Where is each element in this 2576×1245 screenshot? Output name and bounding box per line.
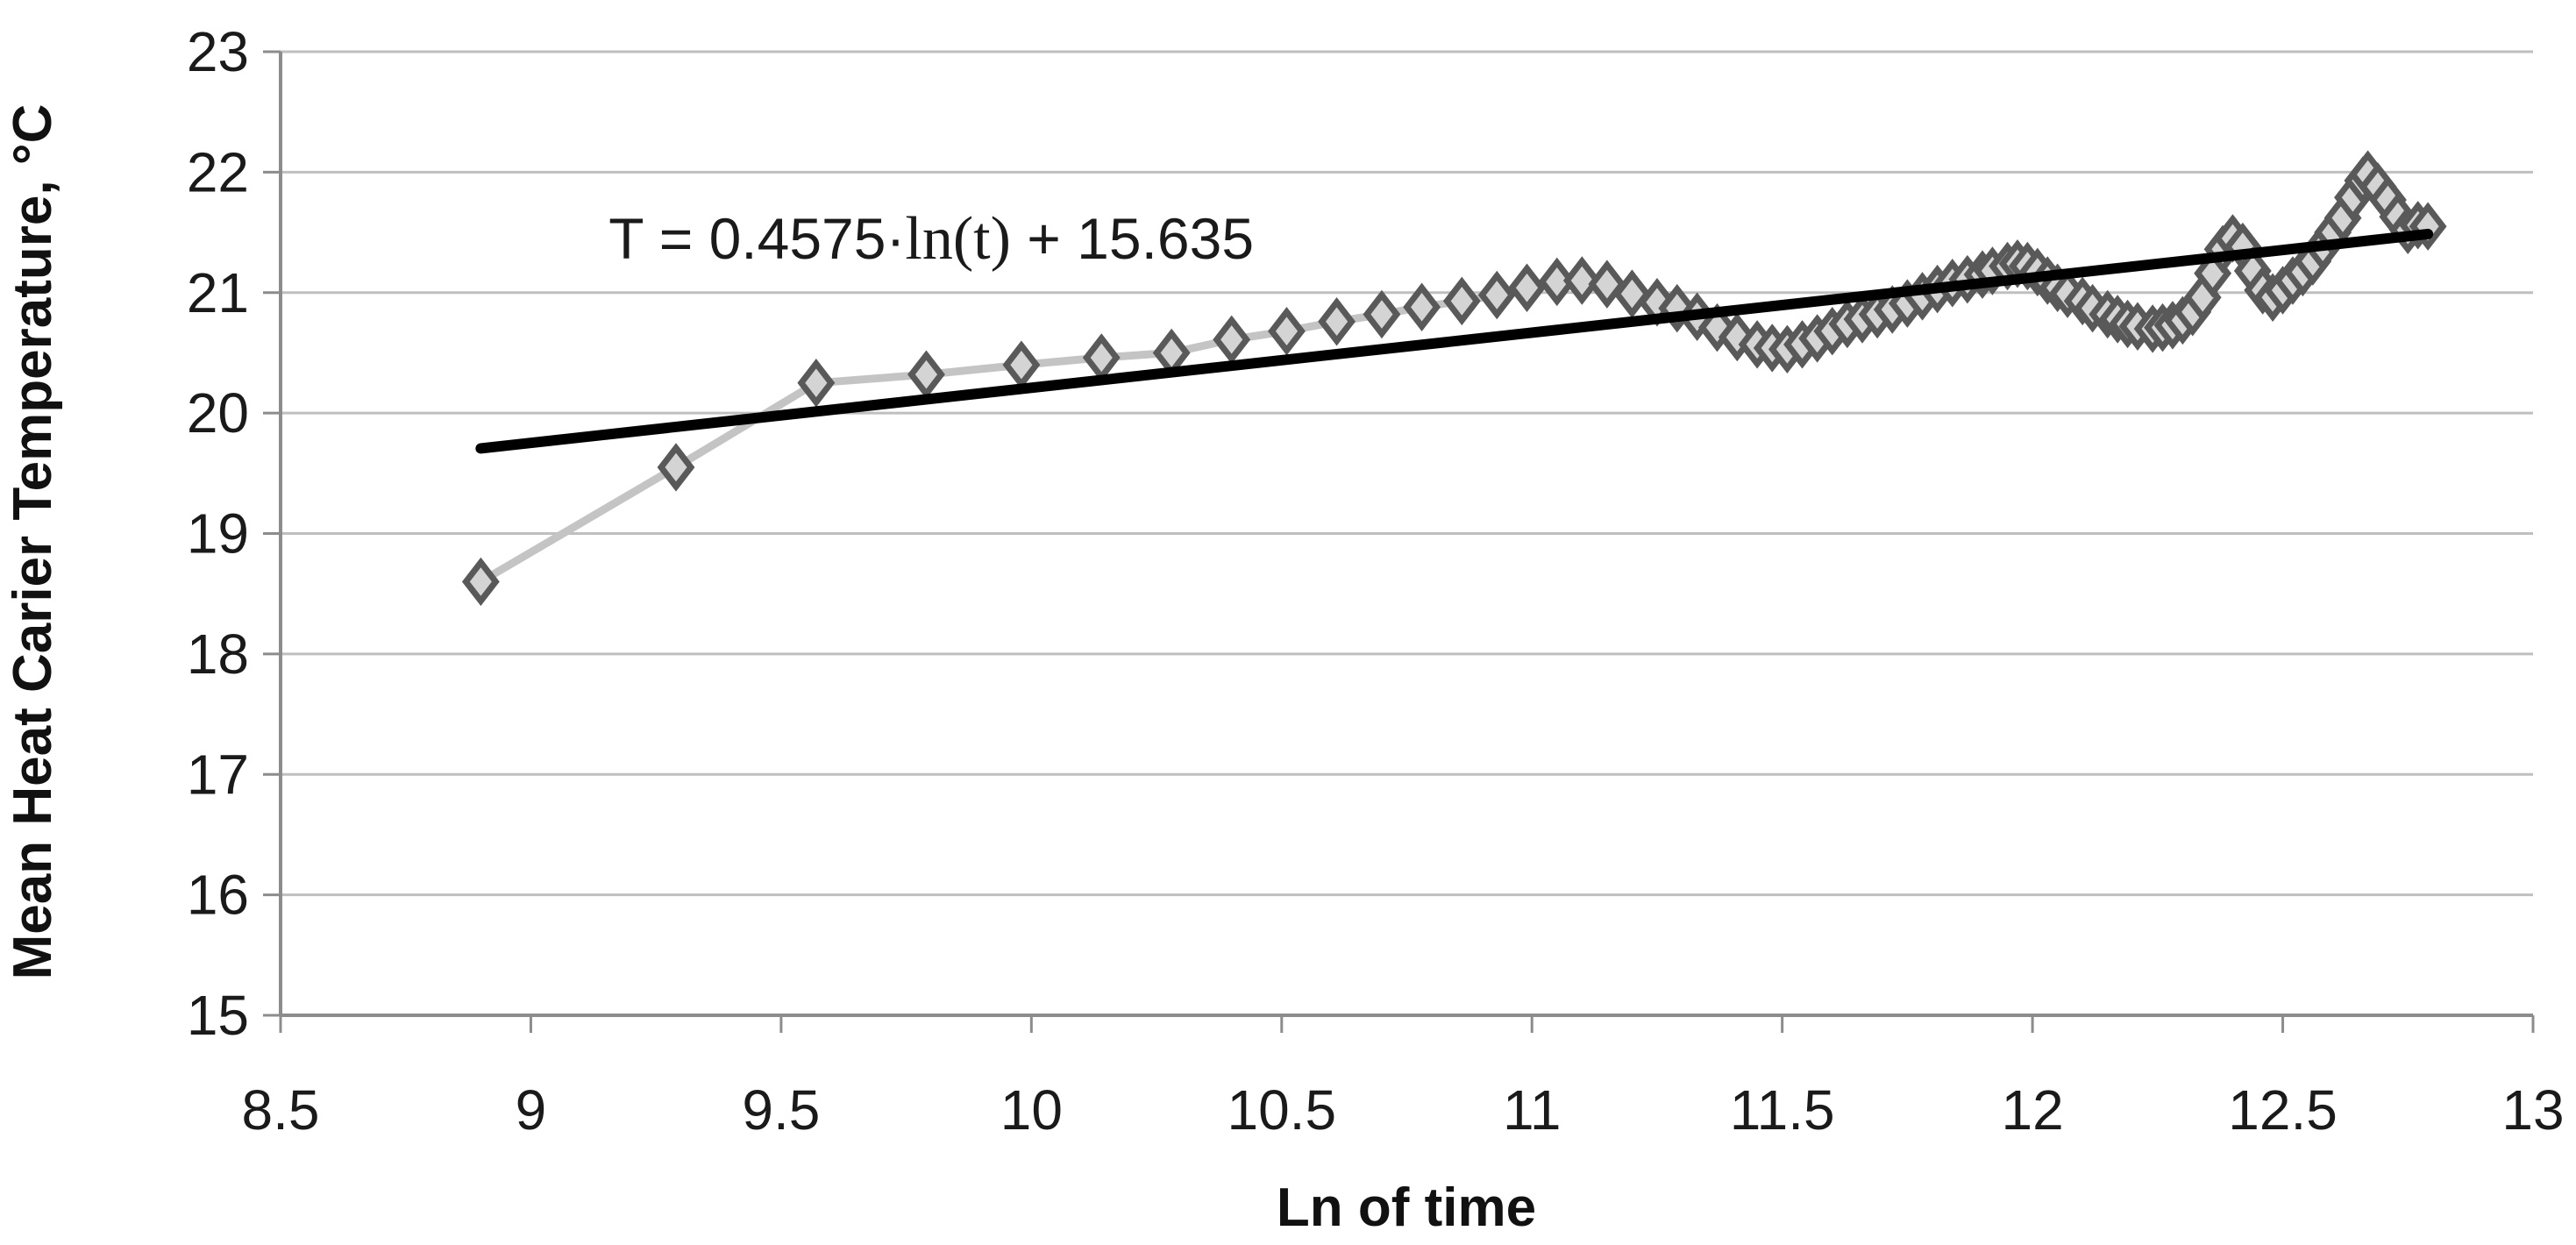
data-point-marker: [657, 443, 695, 492]
data-point-marker: [1213, 315, 1251, 365]
trendline-equation-label: T = 0.4575·ln(t) + 15.635: [608, 205, 1254, 273]
x-tick-label: 13: [2501, 1078, 2564, 1142]
x-tick-label: 8.5: [242, 1078, 320, 1142]
x-axis-title: Ln of time: [1277, 1177, 1536, 1238]
equation-suffix: + 15.635: [1011, 206, 1254, 271]
y-tick-label: 19: [187, 502, 249, 566]
y-tick-label: 15: [187, 984, 249, 1047]
data-series: [461, 150, 2447, 607]
x-tick-label: 10.5: [1227, 1078, 1336, 1142]
equation-ln-term: ln(t): [905, 205, 1011, 273]
data-point-marker: [797, 359, 836, 408]
data-point-marker: [1538, 257, 1576, 307]
data-point-marker: [1508, 263, 1546, 312]
y-tick-label: 22: [187, 140, 249, 203]
data-point-marker: [1718, 312, 1756, 362]
trendline: [475, 228, 2434, 454]
y-tick-label: 18: [187, 622, 249, 686]
data-point-marker: [1588, 260, 1626, 309]
y-tick-label: 20: [187, 381, 249, 445]
y-tick-label: 21: [187, 261, 249, 324]
y-tick-label: 23: [187, 20, 249, 83]
data-point-marker: [1268, 306, 1306, 356]
gridlines: [281, 50, 2533, 897]
data-point-marker: [1082, 333, 1121, 382]
data-point-marker: [461, 557, 500, 607]
trendline-layer: [475, 228, 2434, 454]
tick-labels: 15 16 17 18 19 20 21 22 23 8.5 9 9.5 10 10.5 11 11.5 12 1…: [187, 20, 2565, 1142]
data-point-marker: [1403, 282, 1441, 331]
x-tick-label: 11: [1503, 1078, 1561, 1142]
data-point-marker: [1477, 270, 1516, 320]
data-point-marker: [1612, 269, 1651, 318]
x-tick-label: 9.5: [742, 1078, 820, 1142]
y-tick-label: 17: [187, 743, 249, 806]
data-point-marker: [1442, 276, 1481, 326]
x-tick-label: 10: [1000, 1078, 1063, 1142]
data-point-marker: [1363, 289, 1401, 339]
x-tick-label: 12: [2002, 1078, 2064, 1142]
data-point-marker: [1658, 283, 1697, 333]
equation-prefix: T = 0.4575·: [608, 206, 905, 271]
data-point-marker: [2409, 202, 2447, 251]
data-point-marker: [1318, 296, 1356, 346]
axes: [263, 50, 2535, 1033]
y-axis-title: Mean Heat Carier Temperature, °C: [3, 104, 63, 980]
y-tick-label: 16: [187, 864, 249, 927]
x-tick-label: 9: [516, 1078, 547, 1142]
data-point-marker: [1562, 256, 1601, 305]
data-point-marker: [907, 350, 945, 399]
x-tick-label: 11.5: [1730, 1078, 1835, 1142]
x-tick-label: 12.5: [2228, 1078, 2338, 1142]
data-point-marker: [1002, 340, 1041, 389]
